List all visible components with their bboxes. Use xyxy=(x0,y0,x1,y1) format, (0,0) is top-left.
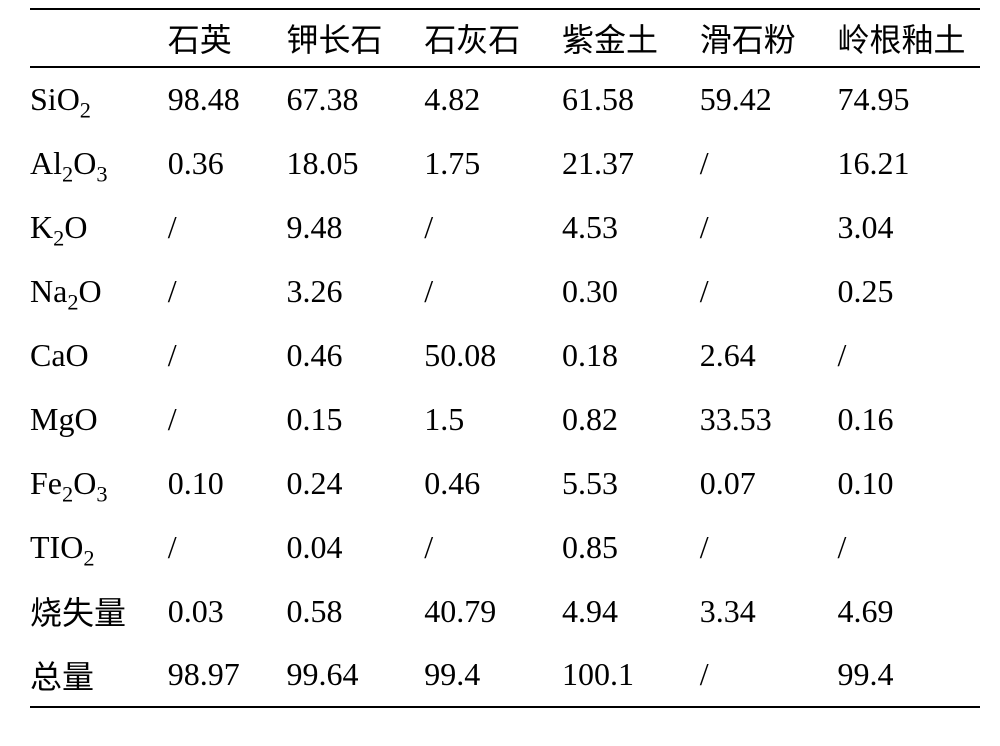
data-cell: 0.16 xyxy=(838,387,981,451)
data-cell: 33.53 xyxy=(700,387,838,451)
data-cell: 4.94 xyxy=(562,579,700,643)
header-cell-2: 钾长石 xyxy=(287,9,425,67)
data-cell: 0.07 xyxy=(700,451,838,515)
data-cell: 3.26 xyxy=(287,259,425,323)
data-cell: 0.58 xyxy=(287,579,425,643)
data-cell: 0.24 xyxy=(287,451,425,515)
data-cell: 0.46 xyxy=(424,451,562,515)
table-row: CaO/0.4650.080.182.64/ xyxy=(30,323,980,387)
data-cell: 100.1 xyxy=(562,643,700,707)
data-cell: 98.48 xyxy=(168,67,287,131)
data-cell: 9.48 xyxy=(287,195,425,259)
data-cell: 67.38 xyxy=(287,67,425,131)
table-row: Na2O/3.26/0.30/0.25 xyxy=(30,259,980,323)
table-row: Al2O30.3618.051.7521.37/16.21 xyxy=(30,131,980,195)
header-cell-3: 石灰石 xyxy=(424,9,562,67)
data-cell: 0.25 xyxy=(838,259,981,323)
data-cell: / xyxy=(700,515,838,579)
table-head: 石英 钾长石 石灰石 紫金土 滑石粉 岭根釉土 xyxy=(30,9,980,67)
data-cell: / xyxy=(700,131,838,195)
data-cell: 50.08 xyxy=(424,323,562,387)
table-body: SiO298.4867.384.8261.5859.4274.95Al2O30.… xyxy=(30,67,980,707)
row-label: MgO xyxy=(30,387,168,451)
table-row: SiO298.4867.384.8261.5859.4274.95 xyxy=(30,67,980,131)
row-label: K2O xyxy=(30,195,168,259)
data-cell: 40.79 xyxy=(424,579,562,643)
data-cell: 61.58 xyxy=(562,67,700,131)
header-cell-empty xyxy=(30,9,168,67)
data-cell: / xyxy=(838,323,981,387)
data-cell: / xyxy=(700,195,838,259)
row-label: SiO2 xyxy=(30,67,168,131)
data-cell: 0.10 xyxy=(838,451,981,515)
data-cell: / xyxy=(700,259,838,323)
table-row: Fe2O30.100.240.465.530.070.10 xyxy=(30,451,980,515)
data-cell: 98.97 xyxy=(168,643,287,707)
data-cell: 99.64 xyxy=(287,643,425,707)
data-cell: / xyxy=(168,515,287,579)
data-cell: 0.30 xyxy=(562,259,700,323)
data-cell: / xyxy=(424,259,562,323)
data-cell: / xyxy=(424,515,562,579)
data-cell: / xyxy=(168,259,287,323)
data-cell: 3.34 xyxy=(700,579,838,643)
header-row: 石英 钾长石 石灰石 紫金土 滑石粉 岭根釉土 xyxy=(30,9,980,67)
data-cell: / xyxy=(168,195,287,259)
data-cell: 18.05 xyxy=(287,131,425,195)
data-cell: 4.53 xyxy=(562,195,700,259)
data-cell: 0.46 xyxy=(287,323,425,387)
data-cell: 0.85 xyxy=(562,515,700,579)
data-cell: 0.04 xyxy=(287,515,425,579)
data-cell: 74.95 xyxy=(838,67,981,131)
data-cell: 1.5 xyxy=(424,387,562,451)
data-cell: / xyxy=(168,323,287,387)
row-label: Fe2O3 xyxy=(30,451,168,515)
composition-table-container: 石英 钾长石 石灰石 紫金土 滑石粉 岭根釉土 SiO298.4867.384.… xyxy=(0,0,1000,746)
header-cell-4: 紫金土 xyxy=(562,9,700,67)
data-cell: 4.69 xyxy=(838,579,981,643)
data-cell: 3.04 xyxy=(838,195,981,259)
data-cell: 99.4 xyxy=(838,643,981,707)
table-row: MgO/0.151.50.8233.530.16 xyxy=(30,387,980,451)
table-row: 烧失量0.030.5840.794.943.344.69 xyxy=(30,579,980,643)
data-cell: 16.21 xyxy=(838,131,981,195)
row-label: 烧失量 xyxy=(30,579,168,643)
data-cell: 4.82 xyxy=(424,67,562,131)
table-row: K2O/9.48/4.53/3.04 xyxy=(30,195,980,259)
header-cell-5: 滑石粉 xyxy=(700,9,838,67)
row-label: Al2O3 xyxy=(30,131,168,195)
data-cell: / xyxy=(424,195,562,259)
table-row: 总量98.9799.6499.4100.1/99.4 xyxy=(30,643,980,707)
data-cell: 0.18 xyxy=(562,323,700,387)
data-cell: 59.42 xyxy=(700,67,838,131)
data-cell: 1.75 xyxy=(424,131,562,195)
header-cell-1: 石英 xyxy=(168,9,287,67)
table-row: TIO2/0.04/0.85// xyxy=(30,515,980,579)
row-label: TIO2 xyxy=(30,515,168,579)
header-cell-6: 岭根釉土 xyxy=(838,9,981,67)
data-cell: 21.37 xyxy=(562,131,700,195)
data-cell: 0.10 xyxy=(168,451,287,515)
data-cell: 0.82 xyxy=(562,387,700,451)
data-cell: / xyxy=(700,643,838,707)
data-cell: 0.03 xyxy=(168,579,287,643)
data-cell: 99.4 xyxy=(424,643,562,707)
data-cell: 0.15 xyxy=(287,387,425,451)
row-label: 总量 xyxy=(30,643,168,707)
data-cell: 5.53 xyxy=(562,451,700,515)
data-cell: 0.36 xyxy=(168,131,287,195)
data-cell: / xyxy=(168,387,287,451)
composition-table: 石英 钾长石 石灰石 紫金土 滑石粉 岭根釉土 SiO298.4867.384.… xyxy=(30,8,980,708)
row-label: CaO xyxy=(30,323,168,387)
data-cell: / xyxy=(838,515,981,579)
row-label: Na2O xyxy=(30,259,168,323)
data-cell: 2.64 xyxy=(700,323,838,387)
